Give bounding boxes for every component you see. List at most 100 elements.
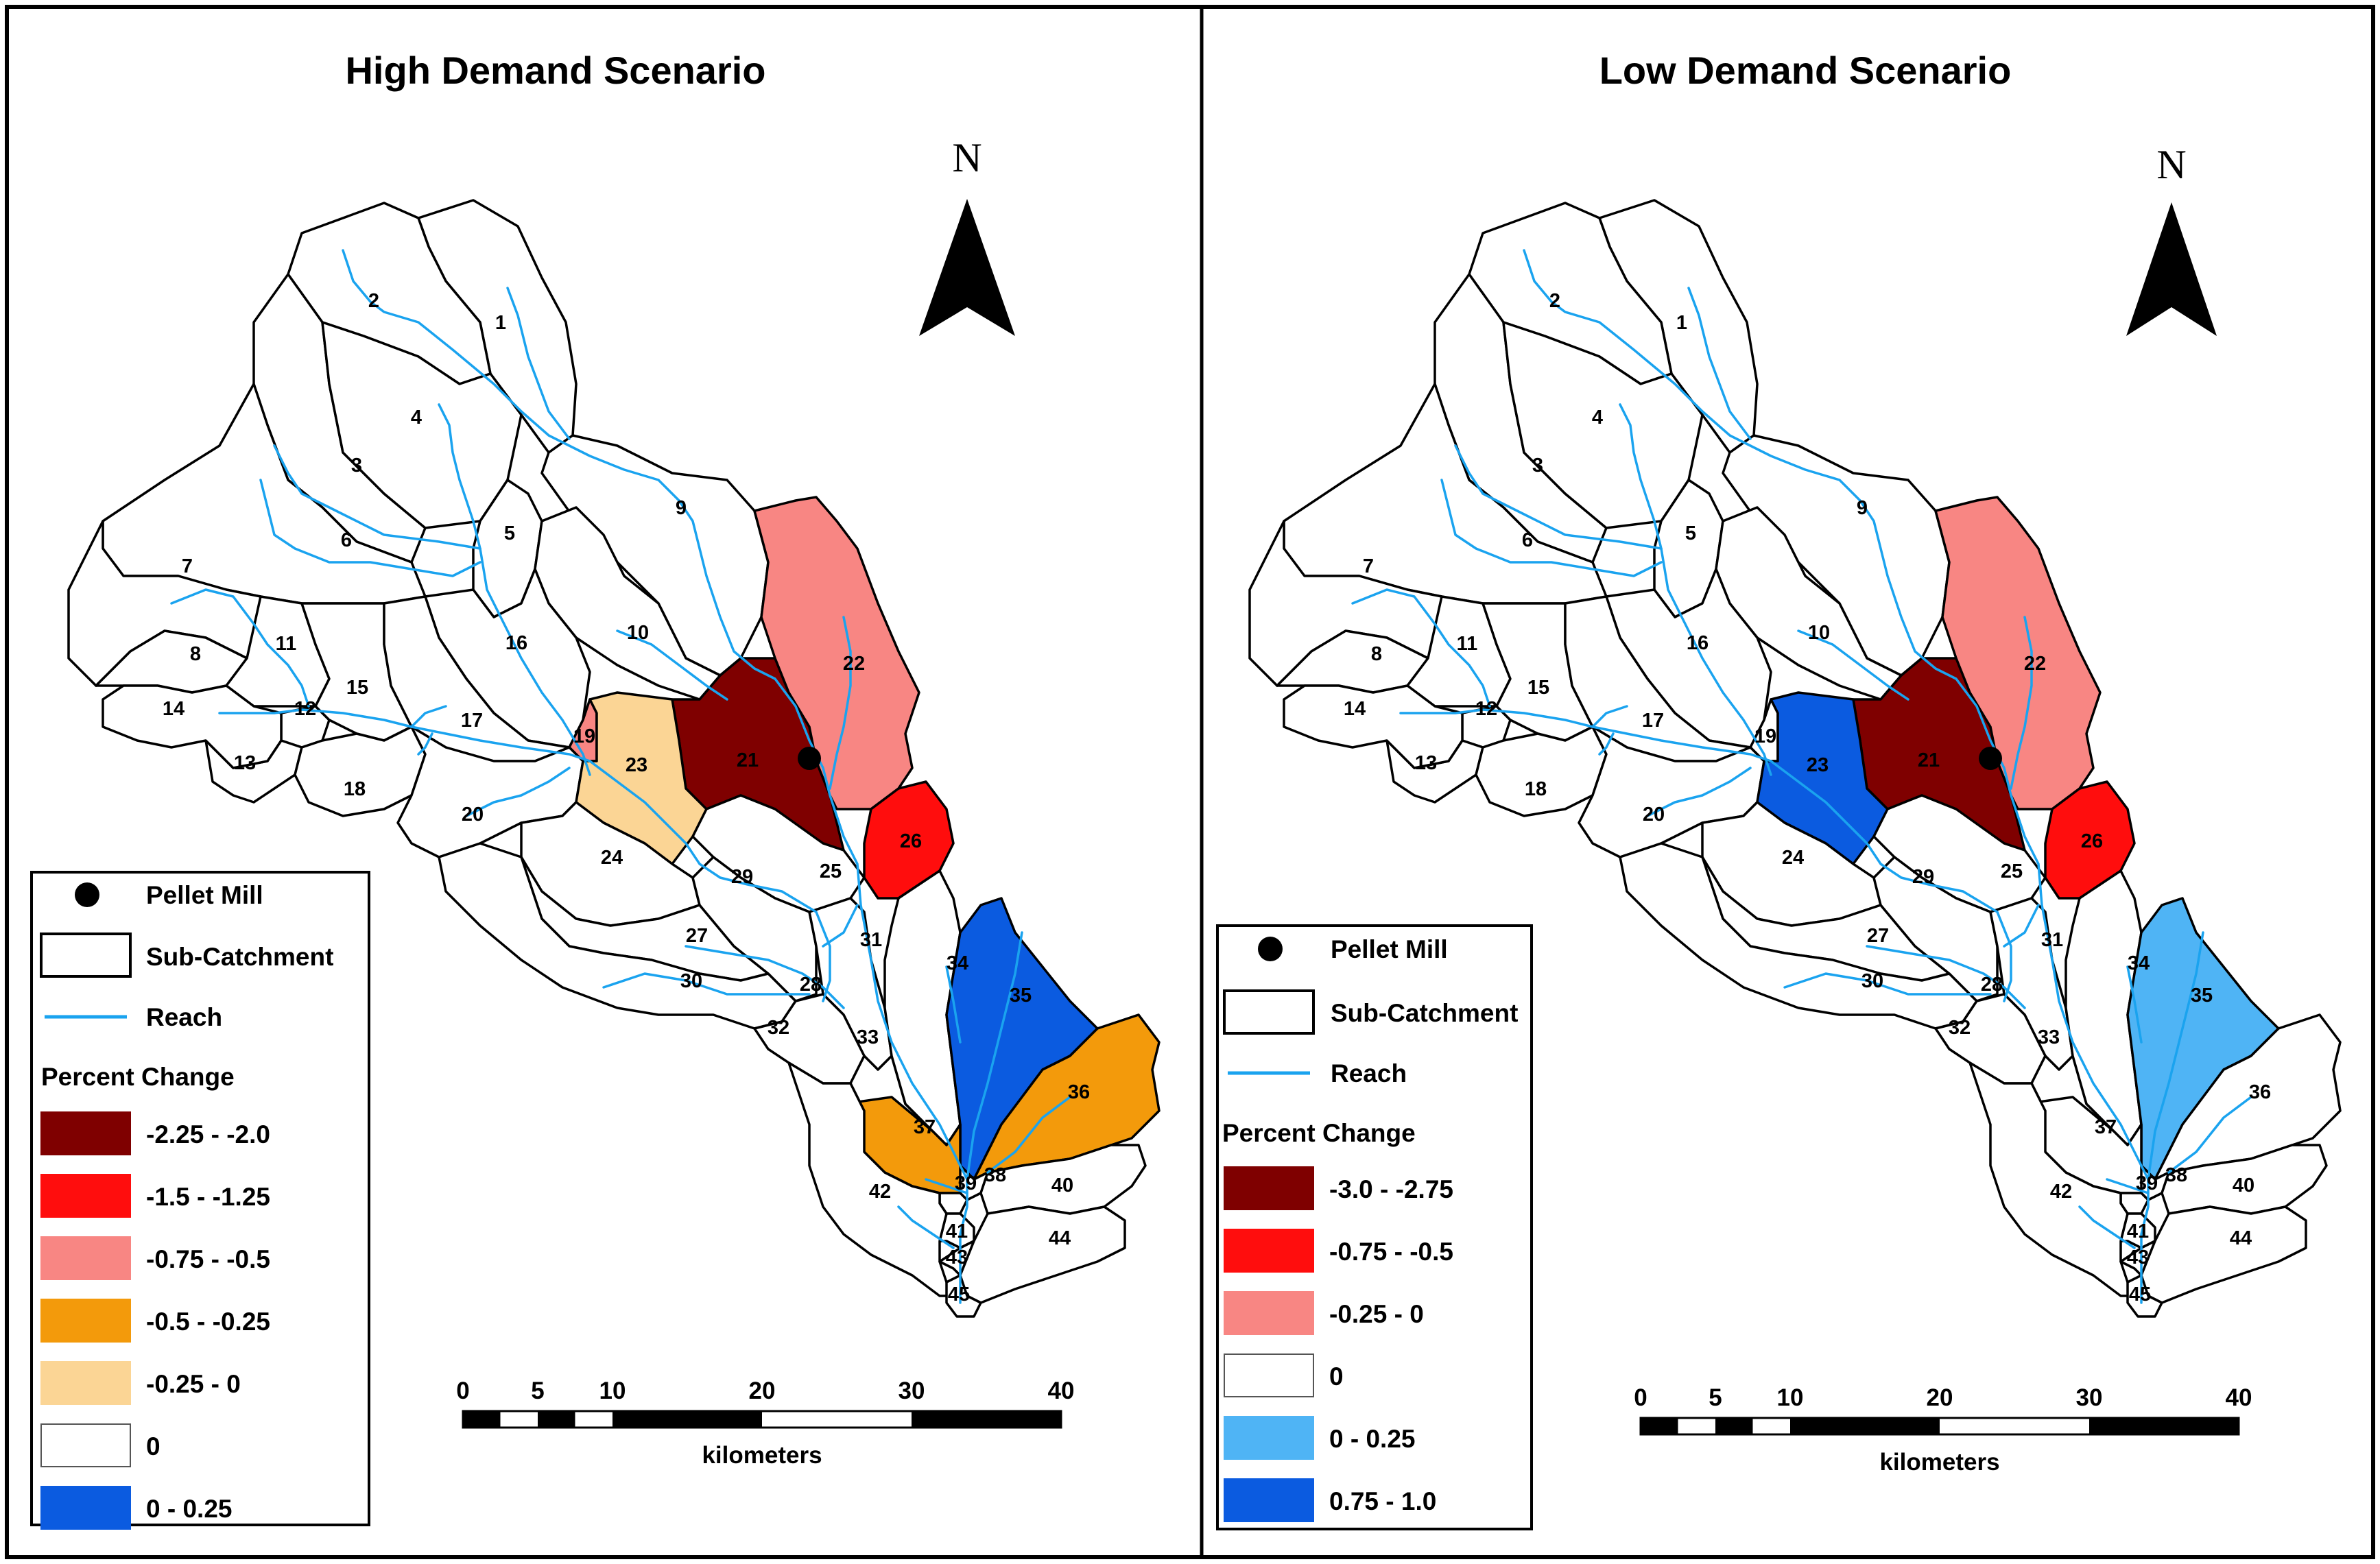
subcatchment-42 <box>787 1061 955 1297</box>
scale-bar-segment <box>1715 1418 1753 1434</box>
subcatchment-label-26: 26 <box>900 830 922 852</box>
subcatchment-label-27: 27 <box>1867 925 1889 947</box>
north-arrow: N <box>919 135 1015 336</box>
reach-line <box>829 616 852 790</box>
legend-swatch <box>40 1423 131 1467</box>
legend-class-label: -2.25 - -2.0 <box>146 1120 270 1148</box>
scale-tick-label: 10 <box>1777 1384 1804 1411</box>
scale-tick-label: 40 <box>1048 1377 1075 1404</box>
subcatchment-22 <box>1934 496 2102 810</box>
legend-class-label: 0 - 0.25 <box>1329 1425 1415 1453</box>
scale-tick-label: 5 <box>1709 1384 1722 1411</box>
legend-class-label: 0 <box>146 1432 160 1460</box>
legend-class-list: -3.0 - -2.75 -0.75 - -0.5 -0.25 - 0 0 0 - 0.… <box>1224 1166 1453 1522</box>
north-arrow-icon <box>2126 202 2217 336</box>
subcatchment-label-2: 2 <box>1549 290 1560 312</box>
subcatchment-label-16: 16 <box>505 632 527 654</box>
legend-swatch <box>1224 1291 1314 1335</box>
subcatchment-label-25: 25 <box>820 861 842 882</box>
north-label: N <box>2156 142 2186 187</box>
legend-class-label: 0 <box>1329 1362 1344 1391</box>
legend-swatch <box>40 1174 131 1218</box>
reach-line <box>685 945 845 1009</box>
legend-swatch <box>1224 1416 1314 1460</box>
subcatchment-label-36: 36 <box>2249 1081 2271 1103</box>
scale-bar-segment <box>612 1411 762 1428</box>
reach-line <box>2167 1096 2252 1174</box>
subcatchment-label-1: 1 <box>495 312 506 334</box>
subcatchment-label-41: 41 <box>2127 1220 2149 1242</box>
scale-unit-label: kilometers <box>702 1442 822 1469</box>
reach-line <box>410 705 447 728</box>
subcatchment-label-43: 43 <box>946 1247 968 1268</box>
subcatchment-label-33: 33 <box>857 1026 879 1048</box>
reach-line <box>438 403 481 550</box>
subcatchment-label-36: 36 <box>1068 1081 1090 1103</box>
subcatchment-label-13: 13 <box>234 752 256 774</box>
reach-line <box>602 972 811 996</box>
subcatchment-label-25: 25 <box>2001 861 2023 882</box>
subcatchment-label-16: 16 <box>1687 632 1709 654</box>
subcatchment-label-30: 30 <box>1861 970 1883 992</box>
subcatchment-14 <box>1283 684 1464 769</box>
reach-line <box>1797 629 1909 701</box>
scale-bar-segment <box>463 1411 501 1428</box>
panel-title: Low Demand Scenario <box>1599 49 2012 92</box>
pellet-mill-legend-icon <box>75 882 99 907</box>
reach-line <box>945 965 962 1044</box>
subcatchment-label-29: 29 <box>1912 866 1934 888</box>
subcatchment-label-21: 21 <box>1918 749 1940 771</box>
subcatchment-label-15: 15 <box>346 677 368 699</box>
legend: Pellet Mill Sub-Catchment Reach Percent … <box>30 871 370 1530</box>
scale-tick-label: 40 <box>2226 1384 2252 1411</box>
subcatchment-label-9: 9 <box>1857 497 1868 519</box>
pellet-mill-legend-icon <box>1258 937 1283 961</box>
reach-line <box>170 588 310 708</box>
reach-line <box>1351 588 1491 708</box>
scale-bar: 0 5 10 20 30 40 kilometers <box>456 1377 1074 1469</box>
legend-swatch <box>40 1486 131 1530</box>
legend-reach: Reach <box>1331 1059 1407 1087</box>
reach-line <box>2003 904 2040 948</box>
subcatchment-label-41: 41 <box>946 1220 968 1242</box>
legend-swatch <box>40 1361 131 1405</box>
legend-class-label: 0 - 0.25 <box>146 1495 232 1523</box>
reach-line <box>588 760 831 1002</box>
subcatchment-label-18: 18 <box>344 778 366 800</box>
map-body: 1234567891011121314151617181920212223242… <box>1248 199 2342 1318</box>
reach-line <box>2078 1205 2136 1249</box>
subcatchment-label-26: 26 <box>2081 830 2103 852</box>
subcatchment-label-21: 21 <box>737 749 759 771</box>
reach-line <box>465 767 571 817</box>
reach-line <box>986 1096 1071 1174</box>
reach-layer <box>170 249 1071 1304</box>
reach-line <box>1454 444 1663 550</box>
subcatchment-label-28: 28 <box>1981 974 2003 996</box>
north-label: N <box>952 135 981 180</box>
reach-line <box>506 287 571 440</box>
north-arrow: N <box>2126 142 2217 336</box>
reach-layer <box>1351 249 2252 1304</box>
subcatchment-label-6: 6 <box>1522 529 1533 551</box>
subcatchment-label-14: 14 <box>163 698 185 720</box>
scale-unit-label: kilometers <box>1879 1449 1999 1476</box>
subcatchment-label-42: 42 <box>869 1181 891 1203</box>
reach-line <box>616 629 728 701</box>
reach-line <box>259 479 481 577</box>
legend-swatch <box>40 1111 131 1155</box>
legend-class-label: 0.75 - 1.0 <box>1329 1487 1436 1515</box>
subcatchment-label-30: 30 <box>680 970 702 992</box>
scale-tick-label: 0 <box>456 1377 469 1404</box>
subcatchment-29 <box>1872 856 1999 1002</box>
legend-class-list: -2.25 - -2.0 -1.5 - -1.25 -0.75 - -0.5 -0.5… <box>40 1111 270 1530</box>
subcatchment-label-35: 35 <box>1010 985 1032 1007</box>
subcatchment-label-45: 45 <box>2129 1284 2151 1306</box>
subcatchment-14 <box>102 684 283 769</box>
legend-class-label: -1.5 - -1.25 <box>146 1183 270 1211</box>
subcatchment-label-38: 38 <box>984 1164 1006 1186</box>
reach-line <box>1770 760 2012 1002</box>
reach-line <box>2147 931 2204 1181</box>
subcatchment-label-12: 12 <box>1475 698 1497 720</box>
subcatchment-label-42: 42 <box>2050 1181 2072 1203</box>
